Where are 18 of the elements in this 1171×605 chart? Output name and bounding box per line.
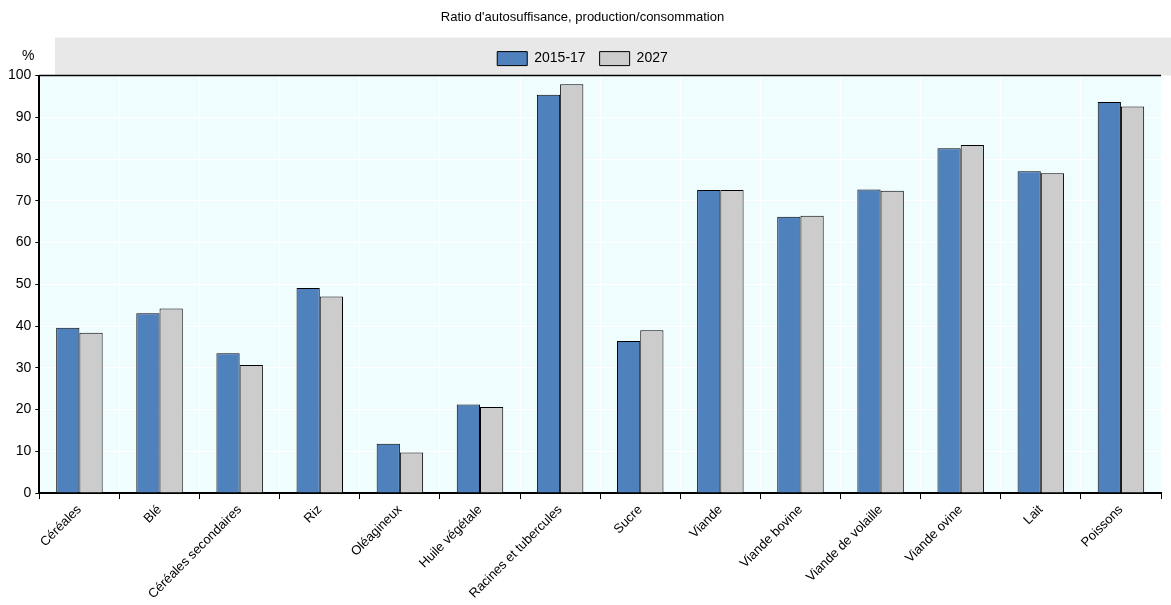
y-axis-title: % bbox=[22, 47, 35, 64]
y-tick-label: 30 bbox=[15, 358, 32, 375]
y-tick-label: 10 bbox=[15, 442, 32, 459]
x-tick-label: Lait bbox=[1020, 501, 1046, 528]
y-tick-label: 40 bbox=[15, 316, 32, 333]
y-tick-label: 80 bbox=[15, 149, 32, 166]
legend-label: 2027 bbox=[636, 49, 668, 66]
chart-title: Ratio d'autosuffisance, production/consommation bbox=[440, 9, 725, 25]
legend-label: 2015-17 bbox=[534, 49, 586, 66]
y-tick-label: 20 bbox=[15, 400, 32, 417]
y-tick-label: 50 bbox=[15, 275, 32, 292]
y-tick-label: 70 bbox=[15, 191, 32, 208]
y-tick-label: 0 bbox=[23, 483, 32, 500]
x-tick-label: Riz bbox=[300, 501, 325, 526]
y-tick-label: 100 bbox=[8, 66, 32, 83]
x-tick-label: Blé bbox=[140, 501, 165, 526]
y-tick-label: 90 bbox=[15, 108, 32, 125]
y-tick-label: 60 bbox=[15, 233, 32, 250]
